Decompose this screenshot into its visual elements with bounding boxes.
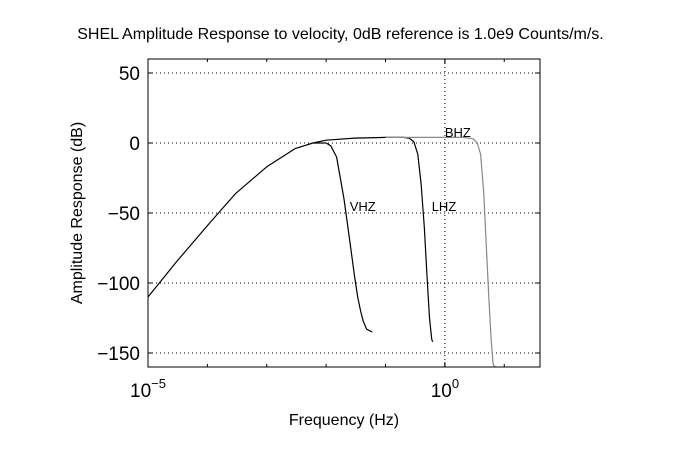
series-line-lhz bbox=[312, 136, 434, 342]
x-axis-label: Frequency (Hz) bbox=[289, 412, 399, 429]
y-tick-label: −50 bbox=[108, 204, 140, 225]
y-tick-label: 50 bbox=[119, 64, 140, 85]
x-tick-base: 10 bbox=[431, 381, 452, 402]
x-tick-label: 10−5 bbox=[130, 376, 166, 402]
series-line-vhz bbox=[147, 142, 373, 333]
series-label-lhz: LHZ bbox=[432, 199, 457, 214]
x-tick-label: 100 bbox=[431, 376, 459, 402]
series-label-bhz: BHZ bbox=[445, 125, 471, 140]
chart-title: SHEL Amplitude Response to velocity, 0dB… bbox=[77, 26, 604, 43]
y-tick-label: −150 bbox=[97, 344, 140, 365]
x-tick-exponent: 0 bbox=[452, 376, 459, 391]
y-tick-label: −100 bbox=[97, 274, 140, 295]
y-axis-label: Amplitude Response (dB) bbox=[69, 122, 86, 304]
x-tick-base: 10 bbox=[130, 381, 151, 402]
series-line-bhz bbox=[385, 136, 496, 368]
y-tick-label: 0 bbox=[129, 134, 140, 155]
series-label-vhz: VHZ bbox=[350, 199, 376, 214]
x-tick-exponent: −5 bbox=[151, 376, 166, 391]
